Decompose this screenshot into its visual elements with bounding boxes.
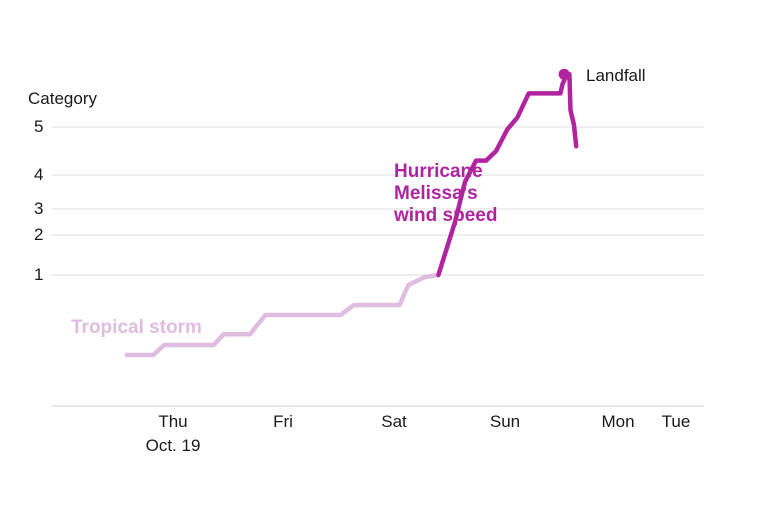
y-tick-label-5: 5 — [34, 117, 43, 136]
x-tick-label-thu: Thu — [158, 412, 187, 431]
landfall-marker — [558, 68, 570, 80]
annotation-tropical-storm: Tropical storm — [71, 317, 202, 338]
y-tick-label-1: 1 — [34, 265, 43, 284]
x-tick-sublabel: Oct. 19 — [146, 436, 201, 455]
y-tick-label-3: 3 — [34, 199, 43, 218]
y-tick-label-2: 2 — [34, 225, 43, 244]
series-line-tropical-storm — [124, 272, 441, 358]
annotation-landfall: Landfall — [586, 66, 646, 85]
gridlines — [52, 126, 704, 276]
series-lines — [124, 71, 579, 358]
y-tick-label-4: 4 — [34, 165, 43, 184]
x-tick-label-sun: Sun — [490, 412, 520, 431]
x-tick-label-mon: Mon — [601, 412, 634, 431]
landfall-marker-group — [558, 68, 570, 80]
x-tick-label-tue: Tue — [662, 412, 691, 431]
annotation-hurricane-line-1: Hurricane — [394, 161, 483, 182]
y-tick-labels: 5 4 3 2 1 — [34, 117, 43, 284]
annotation-hurricane-line-3: wind speed — [393, 205, 497, 226]
y-axis-title: Category — [28, 89, 97, 108]
x-tick-label-fri: Fri — [273, 412, 293, 431]
series-line-hurricane — [436, 71, 579, 278]
annotation-hurricane-line-2: Melissa's — [394, 183, 478, 204]
x-tick-labels: Thu Oct. 19 Fri Sat Sun Mon Tue — [146, 412, 691, 455]
annotation-hurricane: Hurricane Melissa's wind speed — [393, 161, 497, 226]
x-tick-label-sat: Sat — [381, 412, 407, 431]
